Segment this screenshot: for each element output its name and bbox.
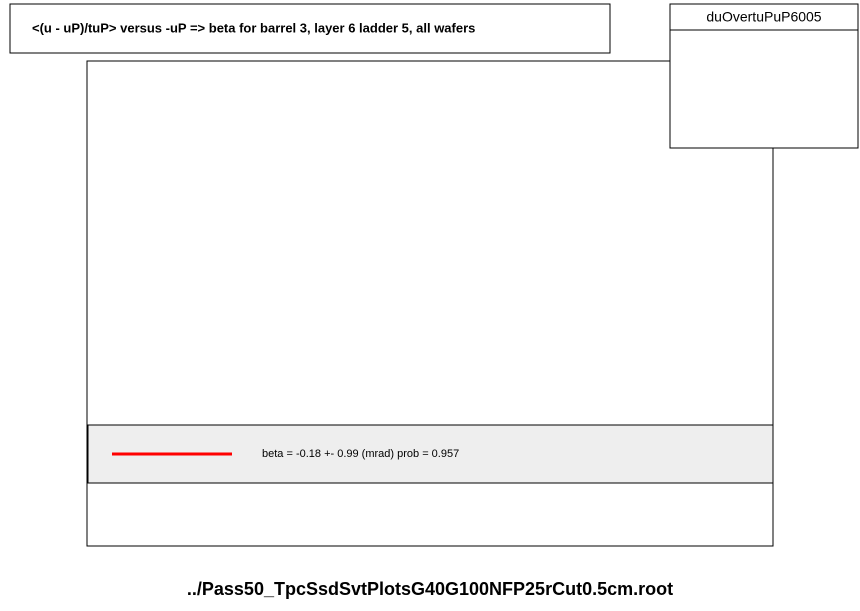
legend-text: beta = -0.18 +- 0.99 (mrad) prob = 0.957 [262, 448, 459, 460]
stats-box [669, 3, 859, 149]
chart-title: <(u - uP)/tuP> versus -uP => beta for ba… [32, 20, 475, 35]
stats-title: duOvertuPuP6005 [706, 9, 821, 25]
title-box [9, 3, 611, 54]
x-axis-label: ../Pass50_TpcSsdSvtPlotsG40G100NFP25rCut… [187, 579, 673, 599]
